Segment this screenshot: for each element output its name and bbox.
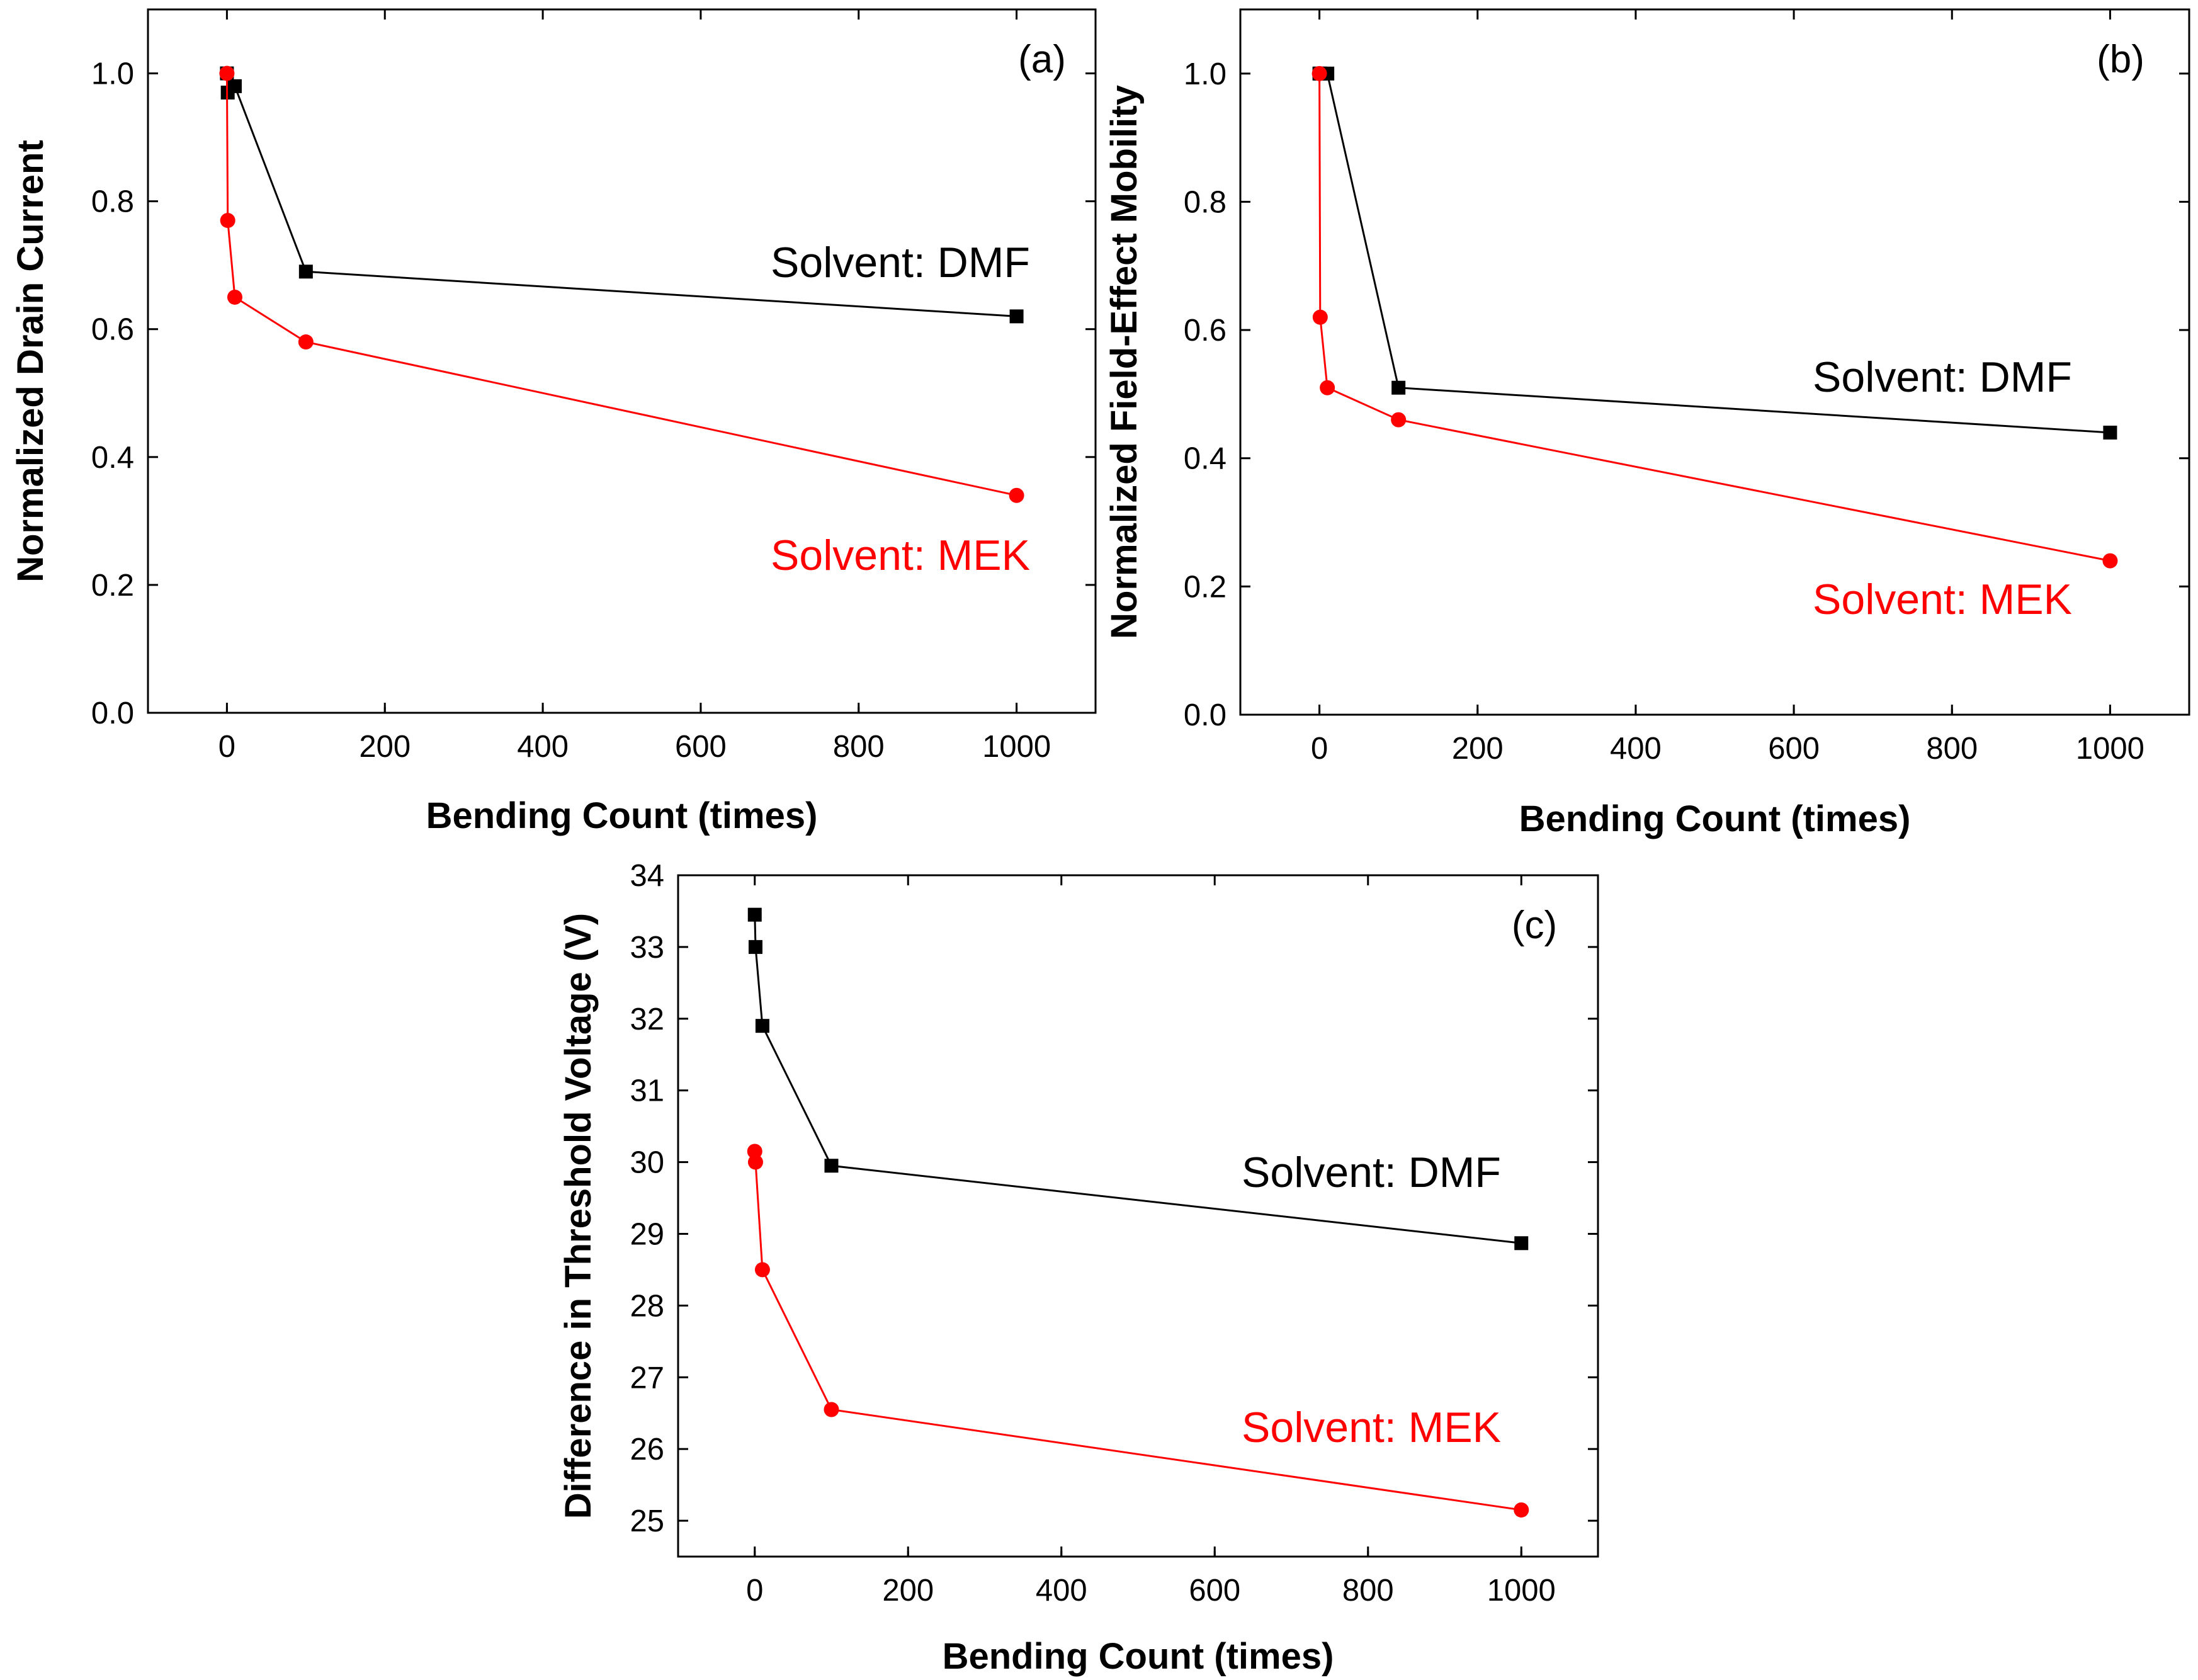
panel-label: (b): [2097, 38, 2144, 81]
x-axis-title: Bending Count (times): [426, 795, 818, 836]
x-tick-label: 800: [1926, 732, 1978, 766]
mek-data-point: [227, 289, 242, 305]
x-tick-label: 0: [746, 1574, 763, 1608]
x-tick-label: 200: [1452, 732, 1504, 766]
mek-series-label: Solvent: MEK: [1813, 576, 2072, 623]
chart-panel-3: 0 200 400 600 800 1000 25 26 27 28 29 30 31 32 33 34 Ben…: [558, 859, 1599, 1677]
x-tick-label: 400: [1610, 732, 1662, 766]
dmf-data-point: [755, 1019, 769, 1033]
mek-data-point: [1514, 1502, 1529, 1518]
y-tick-label: 25: [630, 1504, 664, 1538]
dmf-data-point: [2103, 426, 2117, 440]
y-tick-label: 30: [630, 1146, 664, 1180]
mek-data-point: [747, 1144, 762, 1159]
dmf-series-label: Solvent: DMF: [771, 239, 1030, 287]
x-tick-label: 400: [517, 730, 569, 764]
x-axis-title: Bending Count (times): [1519, 798, 1911, 839]
dmf-data-point: [748, 939, 762, 954]
y-axis-title: Normalized Field-Effect Mobility: [1104, 85, 1145, 639]
dmf-data-point: [1391, 380, 1406, 395]
mek-data-point: [298, 334, 314, 350]
x-tick-label: 200: [882, 1574, 934, 1608]
x-tick-label: 600: [1768, 732, 1820, 766]
dmf-series-label: Solvent: DMF: [1242, 1149, 1501, 1196]
y-tick-label: 0.4: [1184, 442, 1226, 476]
y-tick-label: 0.6: [1184, 314, 1226, 348]
x-tick-label: 200: [359, 730, 411, 764]
x-tick-label: 1000: [982, 730, 1051, 764]
y-tick-label: 0.0: [1184, 698, 1226, 732]
x-axis-title: Bending Count (times): [943, 1636, 1334, 1677]
plot-frame: [147, 8, 1097, 714]
mek-data-point: [1312, 309, 1328, 325]
mek-series-label: Solvent: MEK: [1242, 1404, 1501, 1451]
mek-data-point: [1391, 412, 1407, 428]
y-tick-label: 1.0: [1184, 57, 1226, 91]
mek-series-line: [754, 1151, 1522, 1511]
y-tick-label: 0.2: [1184, 570, 1226, 604]
y-tick-label: 31: [630, 1074, 664, 1108]
x-tick-label: 600: [675, 730, 727, 764]
mek-data-point: [220, 213, 235, 229]
x-tick-label: 1000: [1487, 1574, 1556, 1608]
dmf-data-point: [824, 1159, 839, 1173]
y-tick-label: 0.0: [91, 696, 134, 730]
mek-data-point: [1009, 487, 1024, 503]
mek-data-point: [824, 1402, 839, 1417]
x-tick-label: 0: [1311, 732, 1328, 766]
y-tick-label: 26: [630, 1433, 664, 1467]
x-tick-label: 1000: [2076, 732, 2144, 766]
x-tick-label: 600: [1189, 1574, 1240, 1608]
y-axis-title: Difference in Threshold Voltage (V): [558, 913, 599, 1519]
y-tick-label: 1.0: [91, 57, 134, 91]
dmf-data-point: [1009, 309, 1024, 324]
dmf-data-point: [1514, 1236, 1529, 1251]
dmf-data-point: [747, 907, 762, 922]
mek-data-point: [747, 1154, 763, 1170]
y-axis-title: Normalized Drain Current: [10, 140, 51, 582]
mek-data-point: [754, 1262, 770, 1278]
mek-data-point: [2102, 553, 2118, 569]
plot-frame: [677, 874, 1599, 1558]
y-tick-label: 29: [630, 1217, 664, 1251]
chart-panel-1: 0 200 400 600 800 1000 0.0 0.2 0.4 0.6 0.8 1.0 Bendi…: [10, 8, 1097, 836]
y-tick-label: 27: [630, 1361, 664, 1395]
y-tick-label: 0.2: [91, 569, 134, 603]
y-tick-label: 0.8: [1184, 185, 1226, 219]
mek-data-point: [1320, 380, 1335, 395]
x-tick-label: 800: [1342, 1574, 1394, 1608]
mek-data-point: [1311, 65, 1327, 81]
panel-label: (a): [1018, 38, 1066, 81]
y-tick-label: 0.6: [91, 313, 134, 347]
y-tick-label: 0.8: [91, 185, 134, 219]
x-tick-label: 800: [833, 730, 885, 764]
mek-series-line: [1318, 73, 2110, 562]
dmf-data-point: [227, 79, 242, 93]
y-tick-label: 33: [630, 931, 664, 965]
panel-label: (c): [1512, 904, 1557, 947]
x-tick-label: 400: [1036, 1574, 1087, 1608]
chart-panel-2: 0 200 400 600 800 1000 0.0 0.2 0.4 0.6 0.8 1.0 Bendi…: [1104, 8, 2190, 839]
mek-data-point: [219, 65, 235, 81]
y-tick-label: 0.4: [91, 441, 134, 475]
y-tick-label: 32: [630, 1002, 664, 1036]
x-tick-label: 0: [218, 730, 235, 764]
dmf-data-point: [298, 264, 313, 279]
y-tick-label: 28: [630, 1289, 664, 1323]
dmf-series-label: Solvent: DMF: [1813, 353, 2072, 401]
y-tick-label: 34: [630, 859, 664, 893]
mek-series-label: Solvent: MEK: [771, 531, 1030, 579]
plot-frame: [1239, 8, 2190, 716]
